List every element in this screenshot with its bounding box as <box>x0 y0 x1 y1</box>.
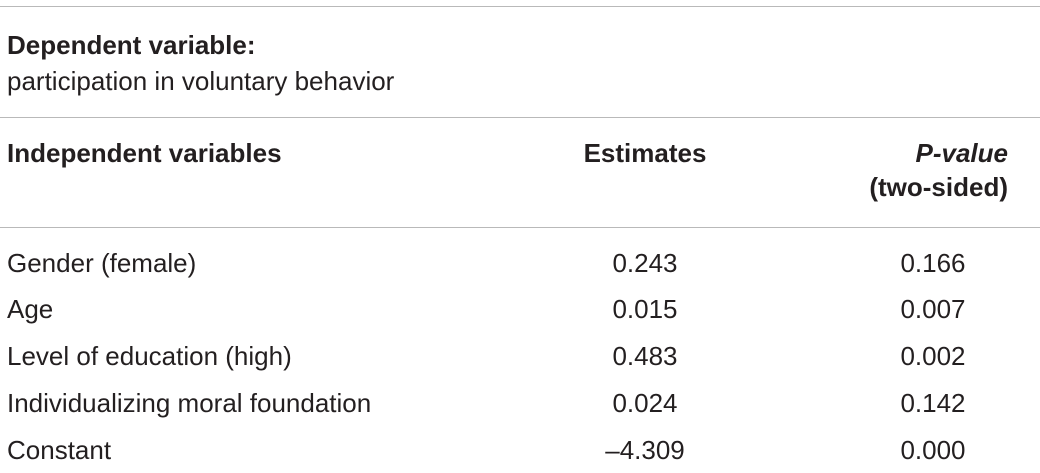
row-estimate: –4.309 <box>605 435 685 465</box>
dependent-variable-label: Dependent variable: <box>7 30 256 60</box>
row-estimate: 0.015 <box>612 294 678 324</box>
row-variable-name: Constant <box>7 435 112 465</box>
header-bottom-rule <box>0 227 1040 228</box>
dependent-variable-value: participation in voluntary behavior <box>7 66 395 96</box>
row-variable-name: Level of education (high) <box>7 341 292 371</box>
table-row: Individualizing moral foundation 0.024 0… <box>0 380 1040 426</box>
row-p-value: 0.000 <box>900 435 966 465</box>
top-rule <box>0 6 1040 7</box>
header-p-value: P-value (two-sided) <box>869 136 1008 204</box>
table-row: Constant –4.309 0.000 <box>0 427 1040 473</box>
header-independent-variables: Independent variables <box>7 138 282 168</box>
row-estimate: 0.483 <box>612 341 678 371</box>
row-p-value: 0.142 <box>900 388 966 418</box>
row-p-value: 0.002 <box>900 341 966 371</box>
row-variable-name: Gender (female) <box>7 248 197 278</box>
row-variable-name: Individualizing moral foundation <box>7 388 372 418</box>
row-variable-name: Age <box>7 294 54 324</box>
header-estimates: Estimates <box>583 138 707 168</box>
row-estimate: 0.024 <box>612 388 678 418</box>
header-p-value-label: P-value <box>915 138 1009 168</box>
table-row: Gender (female) 0.243 0.166 <box>0 240 1040 286</box>
row-p-value: 0.166 <box>900 248 966 278</box>
table-row: Age 0.015 0.007 <box>0 286 1040 332</box>
header-top-rule <box>0 117 1040 118</box>
row-p-value: 0.007 <box>900 294 966 324</box>
table-row: Level of education (high) 0.483 0.002 <box>0 333 1040 379</box>
header-p-value-sub: (two-sided) <box>869 172 1008 202</box>
row-estimate: 0.243 <box>612 248 678 278</box>
